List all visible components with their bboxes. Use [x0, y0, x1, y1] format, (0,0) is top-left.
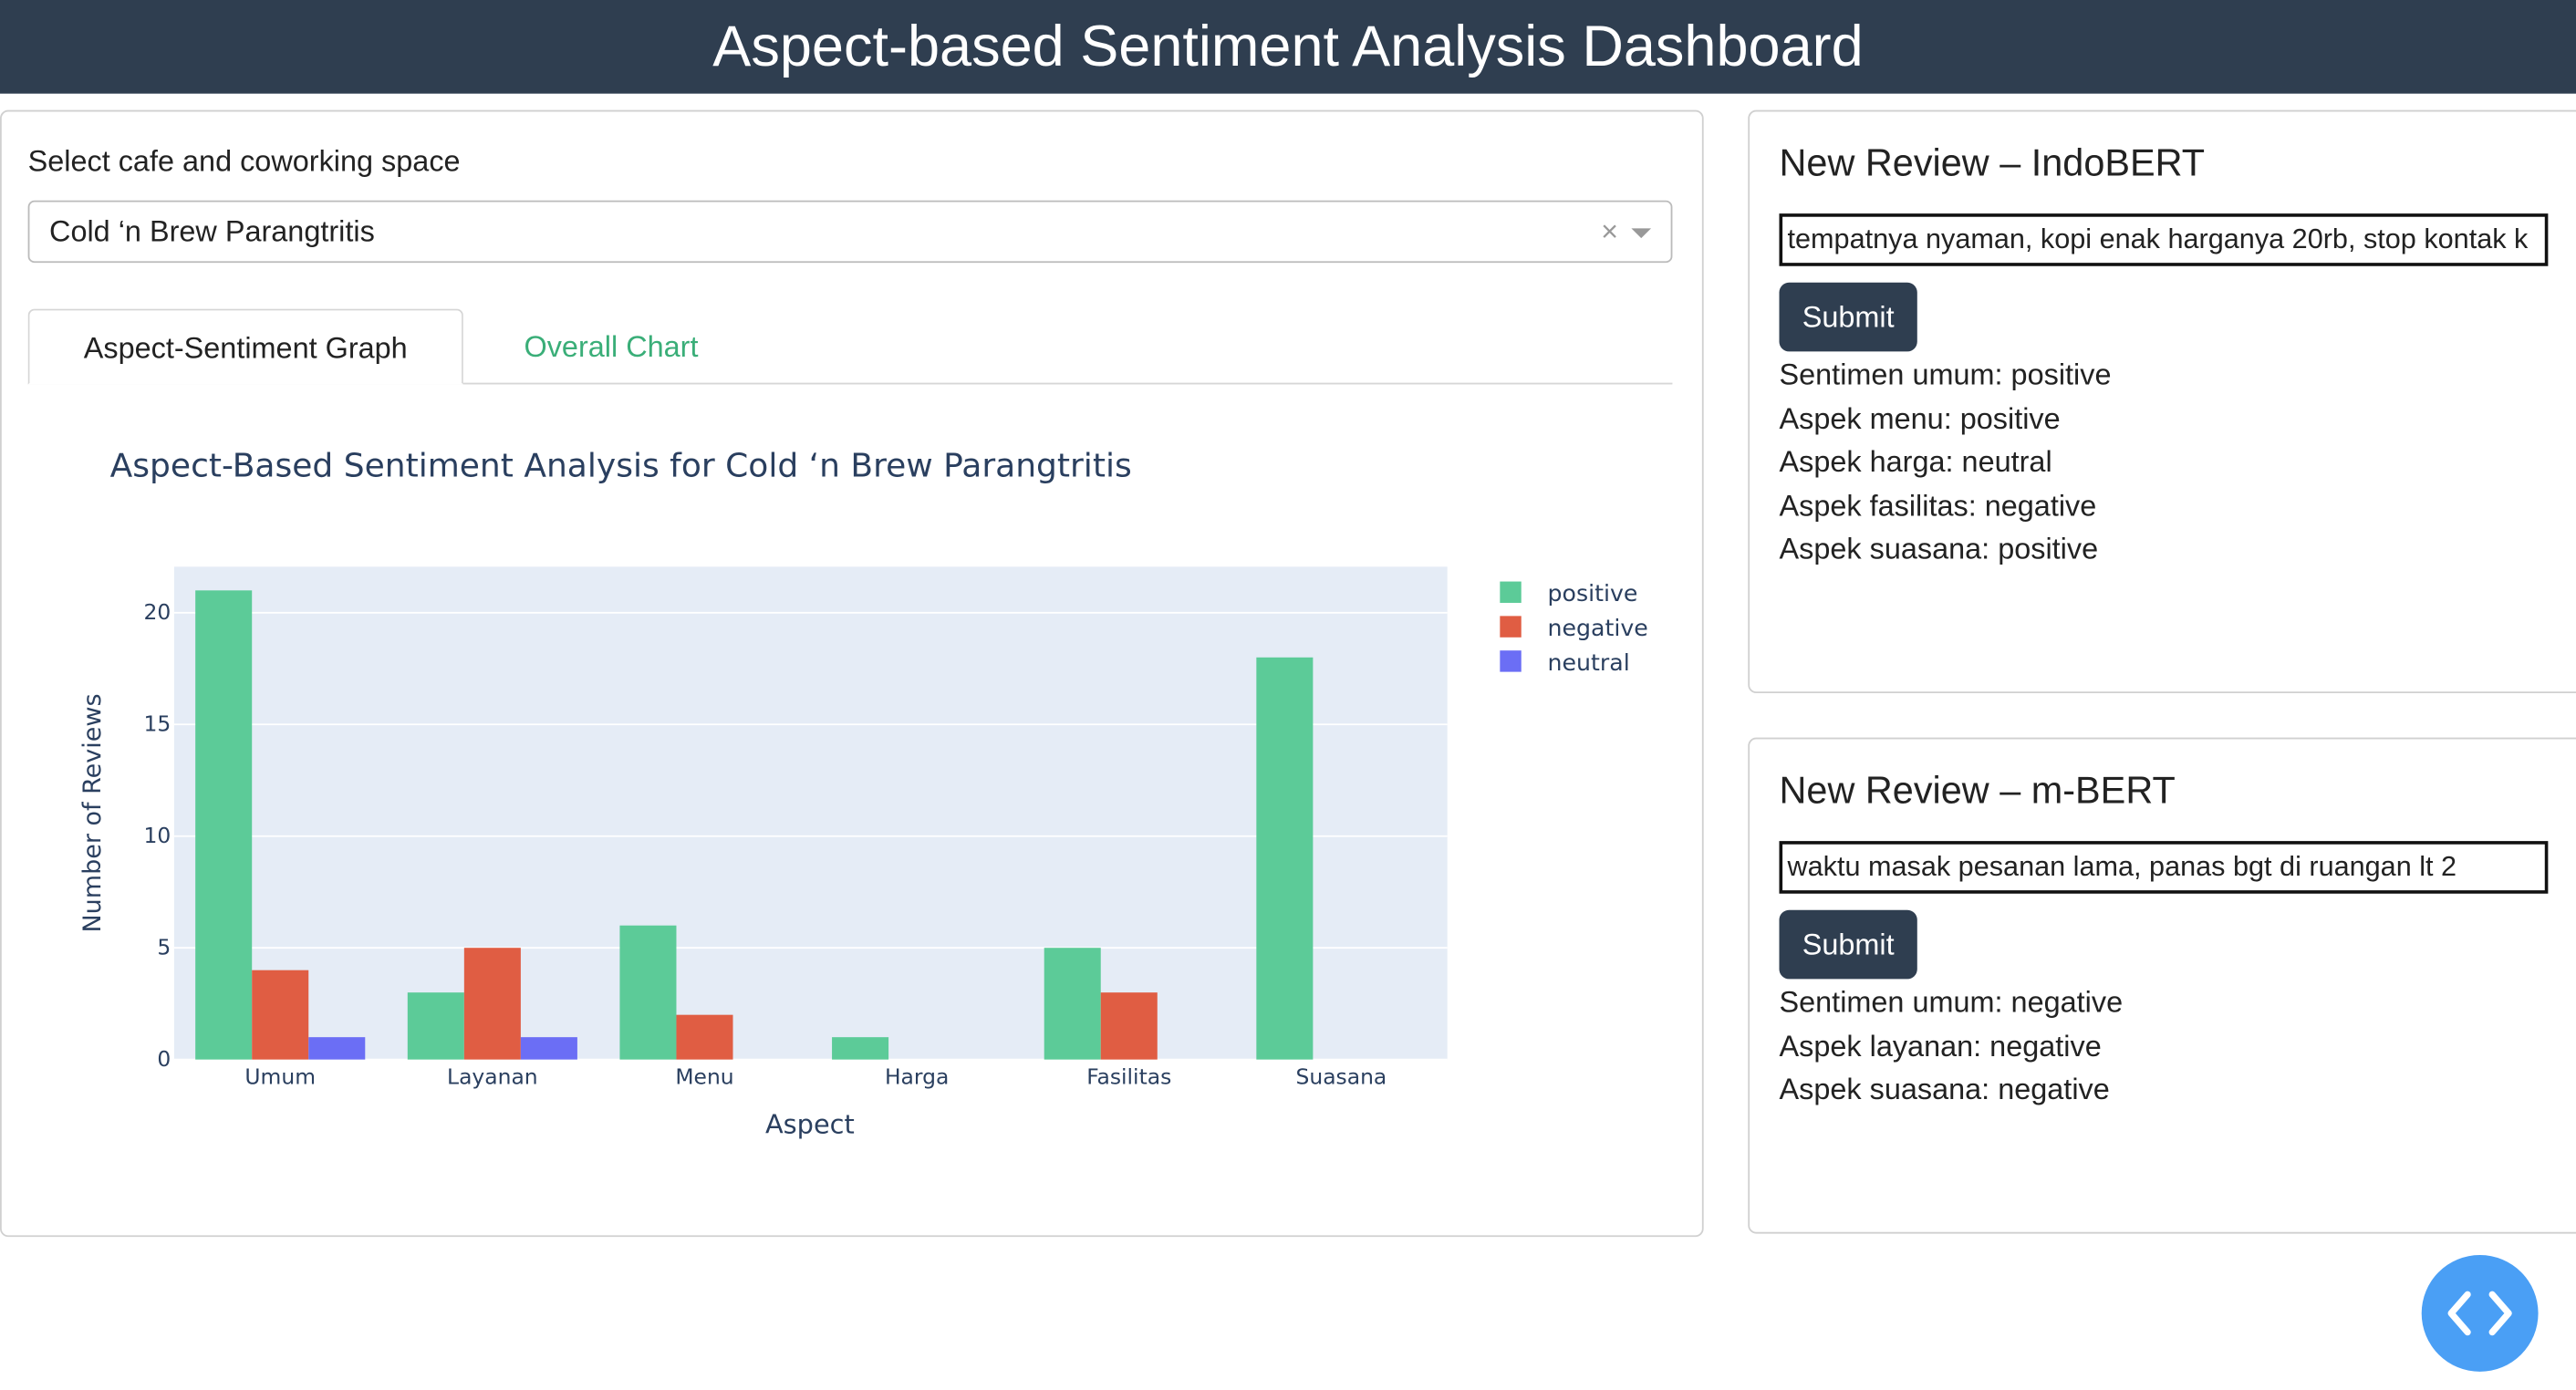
submit-button[interactable]: Submit	[1779, 282, 1917, 352]
result-line: Aspek suasana: negative	[1779, 1073, 2110, 1106]
legend-swatch	[1500, 650, 1522, 672]
legend-label: negative	[1548, 615, 1648, 641]
x-tick-label: Harga	[885, 1064, 949, 1090]
bar	[252, 970, 309, 1060]
clear-button[interactable]: ×	[1601, 214, 1619, 248]
code-icon	[2447, 1291, 2512, 1336]
bar	[832, 1037, 889, 1060]
bar	[1100, 992, 1158, 1060]
y-tick-label: 5	[157, 934, 171, 960]
y-axis-title: Number of Reviews	[78, 693, 107, 932]
tab[interactable]: Aspect-Sentiment Graph	[27, 308, 463, 385]
bar	[676, 1014, 733, 1060]
header-title: Aspect-based Sentiment Analysis Dashboar…	[0, 0, 2576, 94]
panel-title: New Review – IndoBERT	[1779, 140, 2206, 184]
dropdown-caret[interactable]	[1631, 228, 1652, 239]
bar	[308, 1037, 366, 1060]
submit-button[interactable]: Submit	[1779, 909, 1917, 980]
result-line: Sentimen umum: positive	[1779, 358, 2112, 391]
legend-label: positive	[1548, 580, 1638, 607]
tab[interactable]: Overall Chart	[524, 330, 699, 364]
chart-title: Aspect-Based Sentiment Analysis for Cold…	[110, 447, 1132, 484]
x-tick-label: Layanan	[447, 1064, 538, 1090]
bar	[463, 948, 521, 1060]
legend-swatch	[1500, 581, 1522, 603]
panel-title: New Review – m-BERT	[1779, 768, 2176, 812]
result-line: Aspek layanan: negative	[1779, 1029, 2102, 1063]
selector-label: Select cafe and coworking space	[27, 144, 461, 178]
bar	[407, 992, 464, 1060]
plot-area	[173, 566, 1448, 1060]
x-axis-title: Aspect	[765, 1109, 855, 1140]
dropdown-value: Cold ‘n Brew Parangtritis	[49, 214, 375, 248]
legend-swatch	[1500, 616, 1522, 638]
chart: Aspect-Based Sentiment Analysis for Cold…	[78, 447, 1648, 1140]
review-input[interactable]: waktu masak pesanan lama, panas bgt di r…	[1779, 841, 2549, 894]
y-tick-label: 15	[144, 711, 171, 736]
legend-label: neutral	[1548, 649, 1630, 676]
result-line: Aspek fasilitas: negative	[1779, 489, 2097, 523]
x-tick-label: Umum	[244, 1064, 316, 1090]
bar	[1044, 948, 1101, 1060]
x-tick-label: Fasilitas	[1086, 1064, 1171, 1090]
tab-line	[27, 382, 1673, 385]
panel	[1748, 737, 2576, 1234]
bar	[520, 1037, 577, 1060]
result-line: Sentimen umum: negative	[1779, 985, 2124, 1019]
code-button[interactable]	[2421, 1254, 2539, 1372]
panel	[1748, 109, 2576, 694]
y-tick-label: 10	[144, 823, 171, 848]
bar	[195, 590, 253, 1060]
bar	[619, 925, 677, 1060]
result-line: Aspek harga: neutral	[1779, 445, 2052, 479]
result-line: Aspek suasana: positive	[1779, 533, 2099, 566]
x-tick-label: Suasana	[1296, 1064, 1387, 1090]
review-input[interactable]: tempatnya nyaman, kopi enak harganya 20r…	[1779, 213, 2549, 266]
bar	[1256, 657, 1314, 1060]
dropdown[interactable]: Cold ‘n Brew Parangtritis ×	[27, 200, 1673, 264]
result-line: Aspek menu: positive	[1779, 401, 2061, 435]
y-tick-label: 0	[157, 1046, 171, 1072]
x-tick-label: Menu	[675, 1064, 733, 1090]
y-tick-label: 20	[144, 599, 171, 625]
